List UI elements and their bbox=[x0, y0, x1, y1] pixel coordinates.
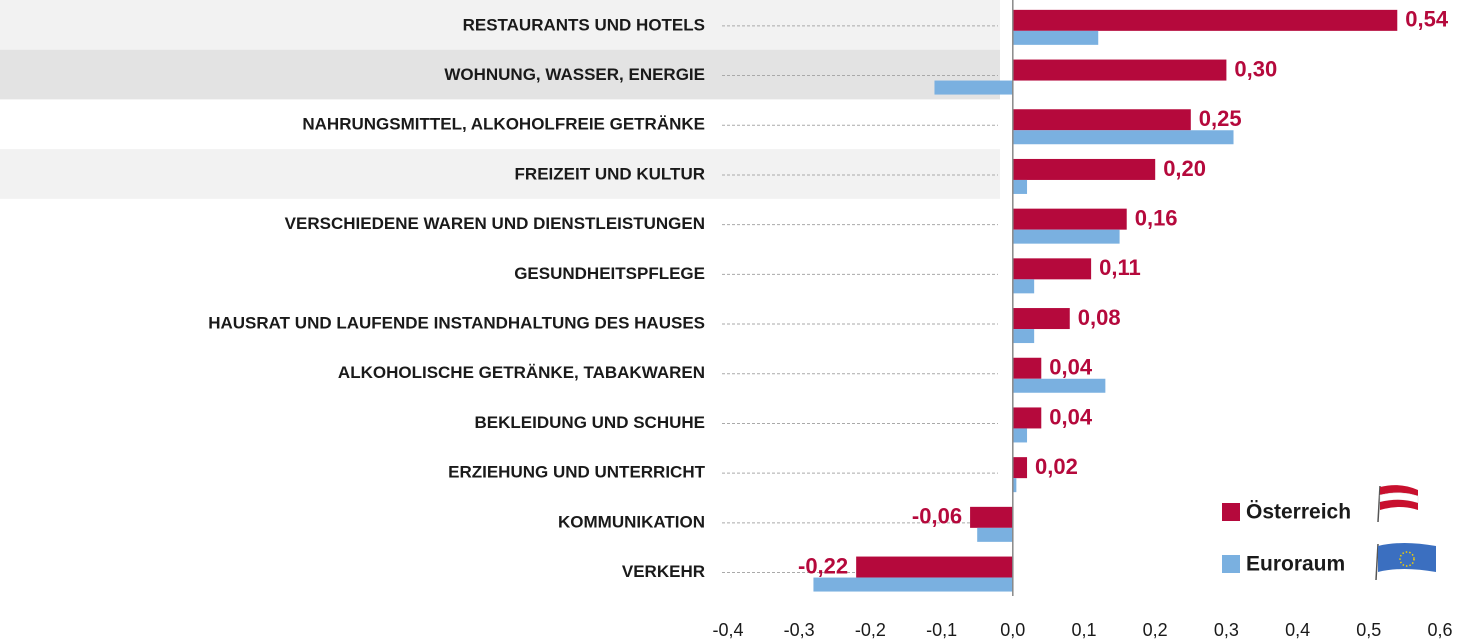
bar bbox=[1012, 208, 1127, 230]
row-band bbox=[0, 0, 1000, 50]
category-label: FREIZEIT UND KULTUR bbox=[515, 164, 705, 183]
value-label: 0,11 bbox=[1099, 255, 1141, 280]
legend-swatch bbox=[1222, 555, 1240, 573]
value-label: 0,02 bbox=[1035, 454, 1078, 479]
value-label: 0,04 bbox=[1049, 404, 1093, 429]
x-tick-label: -0,1 bbox=[926, 620, 957, 640]
value-label: 0,20 bbox=[1163, 156, 1206, 181]
x-tick-label: 0,5 bbox=[1356, 620, 1381, 640]
value-label: 0,25 bbox=[1199, 106, 1242, 131]
bar bbox=[1012, 179, 1028, 194]
category-label: BEKLEIDUNG UND SCHUHE bbox=[475, 413, 705, 432]
bar bbox=[977, 527, 1013, 542]
bar bbox=[1012, 407, 1042, 429]
x-tick-label: 0,2 bbox=[1143, 620, 1168, 640]
value-label: 0,30 bbox=[1234, 56, 1277, 81]
category-label: VERSCHIEDENE WAREN UND DIENSTLEISTUNGEN bbox=[285, 214, 705, 233]
x-tick-label: 0,6 bbox=[1427, 620, 1452, 640]
category-label: ALKOHOLISCHE GETRÄNKE, TABAKWAREN bbox=[338, 363, 705, 382]
value-label: 0,16 bbox=[1135, 205, 1178, 230]
bar bbox=[1012, 59, 1227, 81]
category-label: GESUNDHEITSPFLEGE bbox=[514, 264, 705, 283]
legend-label: Österreich bbox=[1246, 501, 1351, 524]
value-label: 0,08 bbox=[1078, 305, 1121, 330]
x-tick-label: 0,1 bbox=[1071, 620, 1096, 640]
x-tick-label: 0,3 bbox=[1214, 620, 1239, 640]
bar bbox=[1012, 130, 1234, 145]
flag-eu bbox=[1375, 543, 1436, 581]
legend-label: Euroraum bbox=[1246, 553, 1345, 576]
x-tick-label: -0,3 bbox=[784, 620, 815, 640]
bar bbox=[1012, 329, 1035, 344]
bar bbox=[1012, 9, 1398, 31]
category-label: VERKEHR bbox=[622, 562, 705, 581]
category-label: KOMMUNIKATION bbox=[558, 512, 705, 531]
bar bbox=[856, 556, 1013, 578]
bar bbox=[813, 577, 1013, 592]
bar bbox=[1012, 308, 1070, 330]
row-band bbox=[0, 49, 1000, 100]
value-label: 0,54 bbox=[1405, 7, 1449, 32]
x-tick-label: 0,0 bbox=[1000, 620, 1025, 640]
bar bbox=[1012, 457, 1028, 479]
row-shading bbox=[0, 0, 1000, 199]
bar bbox=[1012, 109, 1191, 131]
value-label: 0,04 bbox=[1049, 355, 1093, 380]
category-label: RESTAURANTS UND HOTELS bbox=[463, 15, 705, 34]
x-tick-label: -0,4 bbox=[712, 620, 743, 640]
bar bbox=[934, 80, 1013, 95]
bar bbox=[1012, 229, 1120, 244]
bar bbox=[1012, 258, 1092, 280]
bar bbox=[1012, 357, 1042, 379]
value-label: -0,06 bbox=[912, 504, 962, 529]
bar bbox=[1012, 428, 1028, 443]
category-label: ERZIEHUNG UND UNTERRICHT bbox=[448, 463, 706, 482]
category-label: HAUSRAT UND LAUFENDE INSTANDHALTUNG DES … bbox=[208, 314, 705, 333]
plot: -0,4 -0,3 -0,2 -0,1 0,0 0,1 0,2 0,3 0,4 0,5 0,6 RES… bbox=[208, 0, 1453, 640]
x-tick-label: -0,2 bbox=[855, 620, 886, 640]
value-label: -0,22 bbox=[798, 553, 848, 578]
row-band bbox=[0, 149, 1000, 199]
bar bbox=[1012, 378, 1106, 393]
bar bbox=[1012, 478, 1017, 493]
category-label: WOHNUNG, WASSER, ENERGIE bbox=[444, 65, 705, 84]
bar bbox=[1012, 30, 1099, 45]
bar bbox=[1012, 279, 1035, 294]
flag-austria bbox=[1377, 485, 1419, 523]
bar bbox=[1012, 158, 1156, 180]
bar bbox=[970, 506, 1013, 528]
x-tick-label: 0,4 bbox=[1285, 620, 1310, 640]
legend-swatch bbox=[1222, 503, 1240, 521]
category-label: NAHRUNGSMITTEL, ALKOHOLFREIE GETRÄNKE bbox=[302, 115, 705, 134]
